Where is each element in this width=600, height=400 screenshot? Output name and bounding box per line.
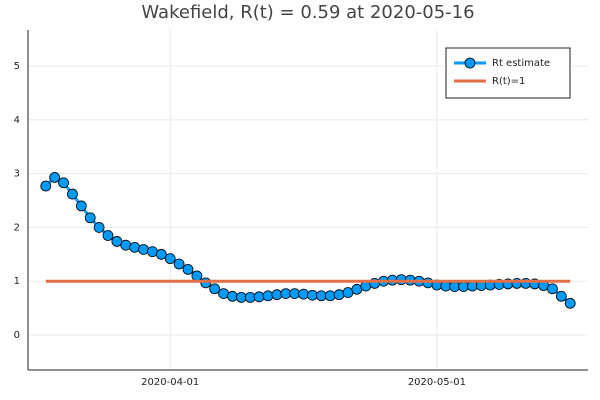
point <box>324 290 336 302</box>
legend: Rt estimate R(t)=1 <box>445 47 571 99</box>
point <box>422 277 434 289</box>
legend-box <box>445 47 571 99</box>
point <box>244 291 256 303</box>
point <box>564 297 576 309</box>
legend-label: Rt estimate <box>492 58 550 69</box>
point <box>173 258 185 270</box>
point <box>75 200 87 212</box>
point <box>547 283 558 295</box>
y-tick-label: 2 <box>14 222 20 233</box>
point <box>93 222 105 233</box>
point <box>253 291 265 303</box>
point <box>395 274 407 286</box>
x-tick-label: 2020-05-01 <box>408 377 466 388</box>
legend-marker <box>464 57 476 69</box>
chart-title: Wakefield, R(t) = 0.59 at 2020-05-16 <box>141 2 474 23</box>
y-tick-label: 1 <box>14 276 20 287</box>
point <box>67 188 78 200</box>
point <box>555 290 567 302</box>
point <box>289 288 301 300</box>
point <box>120 239 132 251</box>
x-tick-label: 2020-04-01 <box>141 377 199 388</box>
point <box>307 289 318 301</box>
point <box>40 180 52 192</box>
point <box>111 236 123 247</box>
point <box>102 230 114 241</box>
point <box>155 248 167 260</box>
point <box>227 290 238 302</box>
point <box>458 281 469 293</box>
point <box>262 290 274 302</box>
point <box>298 288 309 300</box>
y-tick-label: 3 <box>14 169 20 180</box>
point <box>49 172 61 183</box>
point <box>271 289 283 301</box>
point <box>138 244 149 255</box>
point <box>129 241 141 253</box>
y-tick-label: 5 <box>14 61 20 72</box>
point <box>147 246 158 258</box>
point <box>200 277 212 289</box>
legend-label: R(t)=1 <box>492 76 525 87</box>
point <box>84 212 96 224</box>
point <box>333 289 345 301</box>
point <box>182 263 194 275</box>
point <box>58 177 69 189</box>
point <box>164 253 176 265</box>
y-tick-label: 4 <box>14 115 20 126</box>
y-tick-label: 0 <box>14 330 20 341</box>
point <box>218 288 229 300</box>
point <box>209 283 221 295</box>
point <box>191 270 203 282</box>
